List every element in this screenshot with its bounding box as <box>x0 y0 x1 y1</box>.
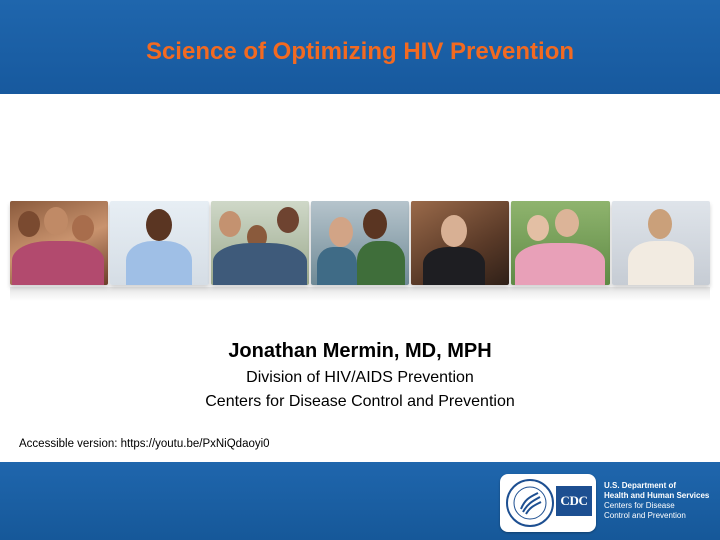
accessible-version-link[interactable]: Accessible version: https://youtu.be/PxN… <box>19 438 270 450</box>
agency-line-1: U.S. Department of <box>604 481 677 490</box>
footer-banner <box>0 462 720 540</box>
agency-line-4: Control and Prevention <box>604 511 686 520</box>
photo-strip <box>10 201 710 285</box>
two-men-photo <box>310 201 410 285</box>
man-in-tie-photo <box>110 201 209 285</box>
young-man-photo <box>611 201 710 285</box>
agency-text: U.S. Department of Health and Human Serv… <box>604 481 709 521</box>
cdc-logo: CDC <box>556 486 592 516</box>
group-of-women-photo <box>10 201 109 285</box>
presenter-division: Division of HIV/AIDS Prevention <box>246 369 474 386</box>
woman-smiling-photo <box>411 201 510 285</box>
agency-line-3: Centers for Disease <box>604 501 675 510</box>
presenter-organization: Centers for Disease Control and Preventi… <box>205 393 515 410</box>
photo-reflection <box>10 287 710 301</box>
group-of-friends-photo <box>210 201 309 285</box>
slide-title: Science of Optimizing HIV Prevention <box>145 38 575 65</box>
hhs-cdc-logo-badge: CDC <box>500 474 596 532</box>
presenter-name: Jonathan Mermin, MD, MPH <box>228 340 492 362</box>
hhs-seal-icon <box>506 479 554 527</box>
older-couple-photo <box>511 201 610 285</box>
header-banner <box>0 0 720 94</box>
agency-line-2: Health and Human Services <box>604 491 710 500</box>
